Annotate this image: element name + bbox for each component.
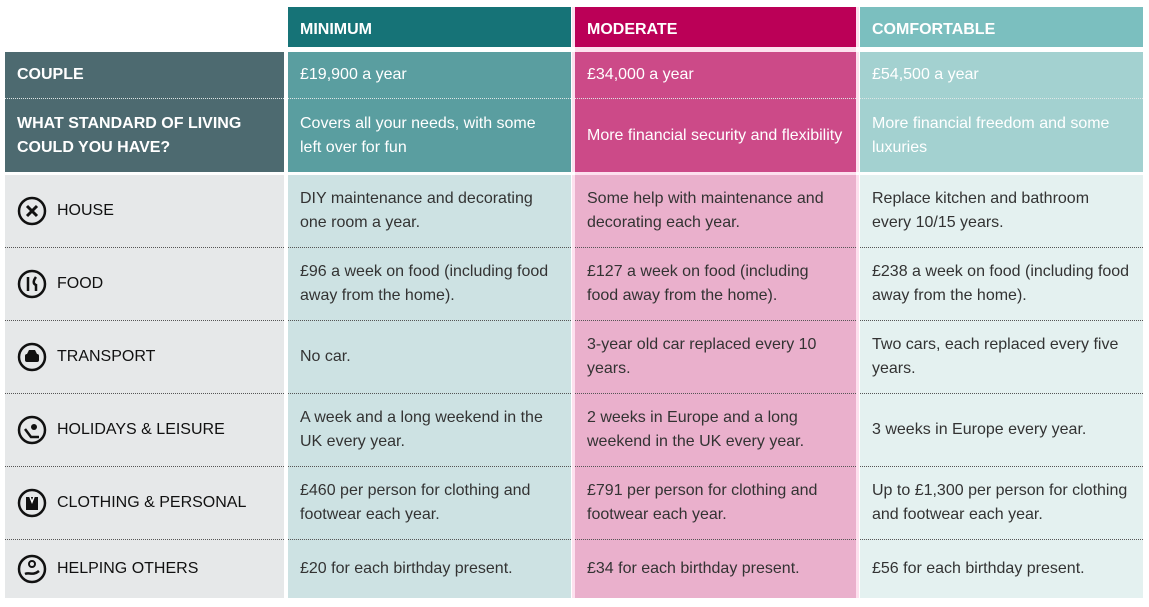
row-label-text: TRANSPORT: [57, 348, 156, 365]
row-label-house: HOUSE: [5, 175, 284, 248]
standard-moderate: More financial security and flexibility: [575, 99, 856, 172]
cutlery-icon: [17, 269, 47, 299]
clothing-personal-moderate: £791 per person for clothing and footwea…: [575, 467, 856, 540]
helping-hand-icon: [17, 554, 47, 584]
holidays-leisure-moderate: 2 weeks in Europe and a long weekend in …: [575, 394, 856, 467]
header-comfortable: COMFORTABLE: [860, 7, 1143, 47]
house-comfortable: Replace kitchen and bathroom every 10/15…: [860, 175, 1143, 248]
sun-lounger-icon: [17, 415, 47, 445]
standard-comfortable: More financial freedom and some luxuries: [860, 99, 1143, 172]
food-moderate: £127 a week on food (including food away…: [575, 248, 856, 321]
standard-label: WHAT STANDARD OF LIVING COULD YOU HAVE?: [5, 99, 284, 172]
couple-minimum: £19,900 a year: [288, 52, 571, 99]
row-label-text: HELPING OTHERS: [57, 560, 199, 577]
house-minimum: DIY maintenance and decorating one room …: [288, 175, 571, 248]
living-standards-table: MINIMUM MODERATE COMFORTABLE COUPLE £19,…: [5, 7, 1143, 598]
row-label-transport: TRANSPORT: [5, 321, 284, 394]
couple-comfortable: £54,500 a year: [860, 52, 1143, 99]
row-label-text: CLOTHING & PERSONAL: [57, 494, 247, 511]
row-label-text: HOLIDAYS & LEISURE: [57, 421, 225, 438]
row-label-text: FOOD: [57, 275, 104, 292]
row-label-food: FOOD: [5, 248, 284, 321]
tools-icon: [17, 196, 47, 226]
header-minimum: MINIMUM: [288, 7, 571, 47]
couple-label: COUPLE: [5, 52, 284, 99]
row-label-clothing-personal: CLOTHING & PERSONAL: [5, 467, 284, 540]
standard-minimum: Covers all your needs, with some left ov…: [288, 99, 571, 172]
clothing-personal-minimum: £460 per person for clothing and footwea…: [288, 467, 571, 540]
food-comfortable: £238 a week on food (including food away…: [860, 248, 1143, 321]
food-minimum: £96 a week on food (including food away …: [288, 248, 571, 321]
helping-others-comfortable: £56 for each birthday present.: [860, 540, 1143, 598]
clothing-personal-comfortable: Up to £1,300 per person for clothing and…: [860, 467, 1143, 540]
car-icon: [17, 342, 47, 372]
transport-moderate: 3-year old car replaced every 10 years.: [575, 321, 856, 394]
helping-others-moderate: £34 for each birthday present.: [575, 540, 856, 598]
row-label-helping-others: HELPING OTHERS: [5, 540, 284, 598]
row-label-holidays-leisure: HOLIDAYS & LEISURE: [5, 394, 284, 467]
transport-minimum: No car.: [288, 321, 571, 394]
transport-comfortable: Two cars, each replaced every five years…: [860, 321, 1143, 394]
corner-blank: [5, 7, 284, 47]
helping-others-minimum: £20 for each birthday present.: [288, 540, 571, 598]
couple-moderate: £34,000 a year: [575, 52, 856, 99]
holidays-leisure-minimum: A week and a long weekend in the UK ever…: [288, 394, 571, 467]
house-moderate: Some help with maintenance and decoratin…: [575, 175, 856, 248]
holidays-leisure-comfortable: 3 weeks in Europe every year.: [860, 394, 1143, 467]
row-label-text: HOUSE: [57, 202, 114, 219]
jacket-icon: [17, 488, 47, 518]
header-moderate: MODERATE: [575, 7, 856, 47]
